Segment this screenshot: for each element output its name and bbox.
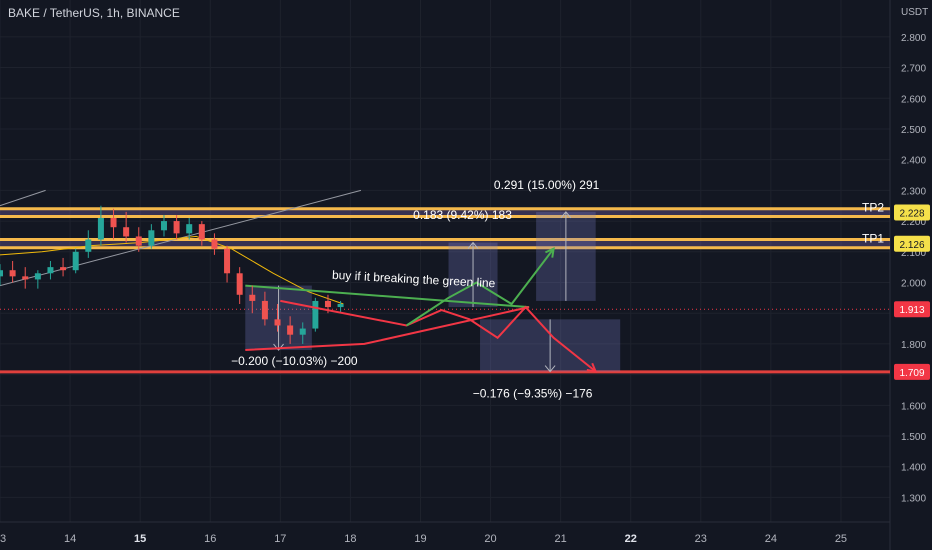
resistance-zone [0, 239, 890, 248]
currency-label: USDT [901, 7, 929, 18]
price-tick-label: 1.600 [901, 401, 926, 412]
candle-body [135, 236, 142, 246]
price-tick-label: 2.100 [901, 248, 926, 259]
price-tick-label: 2.400 [901, 156, 926, 167]
time-tick-label: 20 [484, 533, 496, 545]
price-tick-label: 1.400 [901, 463, 926, 474]
price-tick-label: 2.700 [901, 64, 926, 75]
candle-body [72, 251, 79, 271]
candle-body [85, 239, 92, 252]
candle-body [337, 303, 344, 308]
measure-boxes [245, 211, 621, 373]
measure-arrow-head [560, 211, 572, 219]
time-tick-label: 21 [555, 533, 567, 545]
moving-average-line [0, 235, 344, 305]
annotation-label: 0.183 (9.42%) 183 [413, 208, 512, 222]
bullish-path [405, 248, 555, 327]
candle-body [287, 325, 294, 335]
candle-body [47, 267, 54, 274]
price-marker [894, 235, 930, 252]
price-marker [894, 204, 930, 221]
price-marker-label: 1.709 [899, 368, 924, 379]
annotation-label: −0.176 (−9.35%) −176 [473, 387, 593, 401]
price-tick-label: 2.800 [901, 33, 926, 44]
price-tick-label: 2.300 [901, 186, 926, 197]
resistance-zones [0, 207, 890, 374]
candle-body [34, 273, 41, 280]
candle-body [22, 276, 29, 280]
time-tick-label: 23 [695, 533, 707, 545]
tp-label: TP2 [862, 200, 884, 214]
time-tick-label: 13 [0, 533, 6, 545]
candle-body [236, 273, 243, 295]
candle-body [97, 218, 104, 240]
time-tick-label: 16 [204, 533, 216, 545]
candle-body [224, 248, 231, 274]
time-tick-label: 18 [344, 533, 356, 545]
candle-body [160, 221, 167, 231]
candle-body [274, 319, 281, 326]
candle-body [0, 270, 3, 277]
resistance-zone [0, 208, 890, 217]
candle-body [123, 227, 130, 237]
measure-arrow-head [273, 343, 284, 351]
candle-body [261, 300, 268, 320]
candle-body [186, 224, 193, 234]
measure-arrow-head [467, 241, 479, 249]
price-tick-label: 1.500 [901, 432, 926, 443]
candle-body [198, 224, 205, 240]
price-tick-label: 2.600 [901, 94, 926, 105]
candle-body [249, 294, 256, 301]
candle-body [9, 270, 16, 277]
candle-body [148, 230, 155, 246]
time-tick-label: 15 [134, 533, 146, 545]
price-marker [894, 301, 930, 318]
time-axis[interactable]: 13 14 15 16 17 18 19 20 21 22 23 24 25 [0, 533, 847, 545]
price-axis[interactable]: 2.800 2.700 2.600 2.500 2.400 2.300 2.200 2.100… [894, 33, 930, 505]
candles [0, 205, 344, 344]
bullish-arrow-head [544, 247, 555, 258]
bearish-path [280, 299, 597, 373]
price-tick-label: 2.500 [901, 125, 926, 136]
red-trendline [245, 306, 530, 351]
annotation-label: −0.200 (−10.03%) −200 [231, 354, 358, 368]
time-tick-label: 24 [765, 533, 777, 545]
time-tick-label: 14 [64, 533, 76, 545]
price-tick-label: 1.300 [901, 493, 926, 504]
projection-paths [280, 247, 598, 373]
green-trendline [245, 284, 530, 309]
candle-body [173, 221, 180, 234]
price-marker-label: 1.913 [899, 305, 924, 316]
candle-body [299, 328, 306, 335]
candle-body [211, 239, 218, 249]
price-marker-label: 2.126 [899, 240, 924, 251]
time-tick-label: 17 [274, 533, 286, 545]
bearish-arrow-head [586, 362, 598, 373]
price-tick-label: 2.200 [901, 217, 926, 228]
candle-body [324, 300, 331, 308]
time-tick-label: 25 [835, 533, 847, 545]
time-tick-label: 19 [414, 533, 426, 545]
candle-body [60, 267, 67, 271]
symbol-title[interactable]: BAKE / TetherUS, 1h, BINANCE [8, 6, 180, 20]
measure-arrow-head [544, 365, 556, 373]
price-tick-label: 1.800 [901, 340, 926, 351]
candle-body [110, 218, 117, 228]
price-marker-label: 2.228 [899, 208, 924, 219]
grid [0, 0, 891, 550]
price-marker [894, 363, 930, 380]
candle-body [312, 300, 319, 329]
price-tick-label: 2.000 [901, 278, 926, 289]
tp-label: TP1 [862, 231, 884, 245]
channel-line [0, 189, 46, 207]
annotation-label: 0.291 (15.00%) 291 [494, 178, 600, 192]
time-tick-label: 22 [625, 533, 637, 545]
